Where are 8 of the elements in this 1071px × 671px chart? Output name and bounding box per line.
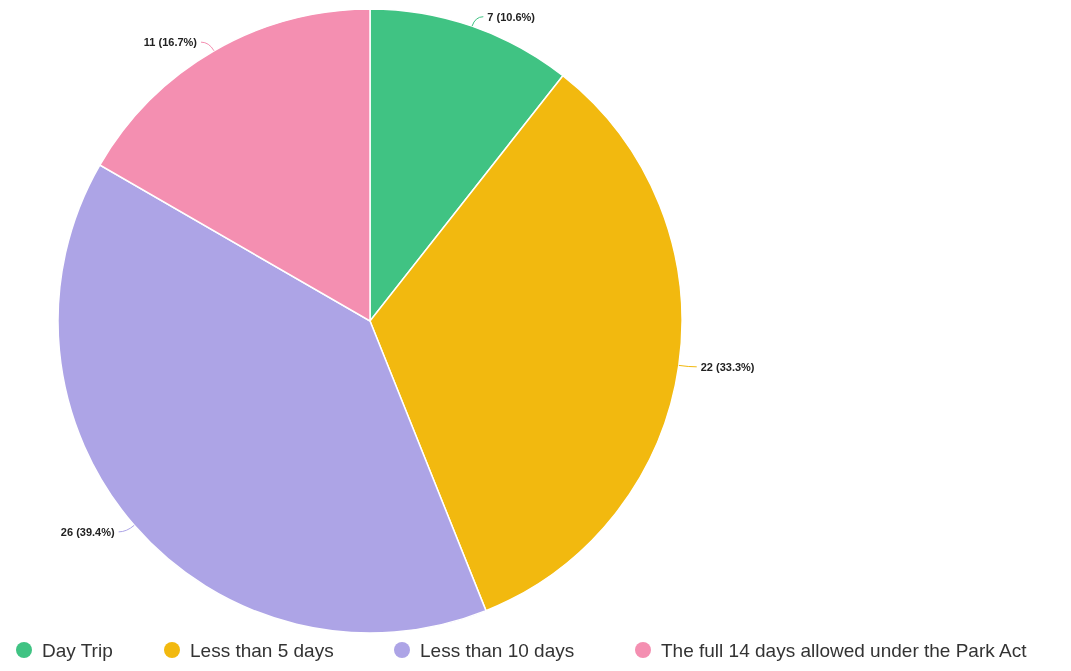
legend-label: Less than 5 days bbox=[190, 639, 334, 661]
legend-label: Less than 10 days bbox=[420, 639, 575, 661]
legend-label: The full 14 days allowed under the Park Act bbox=[661, 639, 1028, 661]
data-label: 26 (39.4%) bbox=[60, 525, 115, 538]
data-label: 22 (33.3%) bbox=[700, 360, 755, 373]
legend-label: Day Trip bbox=[42, 639, 113, 661]
data-label: 11 (16.7%) bbox=[143, 35, 198, 48]
data-label: 7 (10.6%) bbox=[487, 10, 536, 23]
